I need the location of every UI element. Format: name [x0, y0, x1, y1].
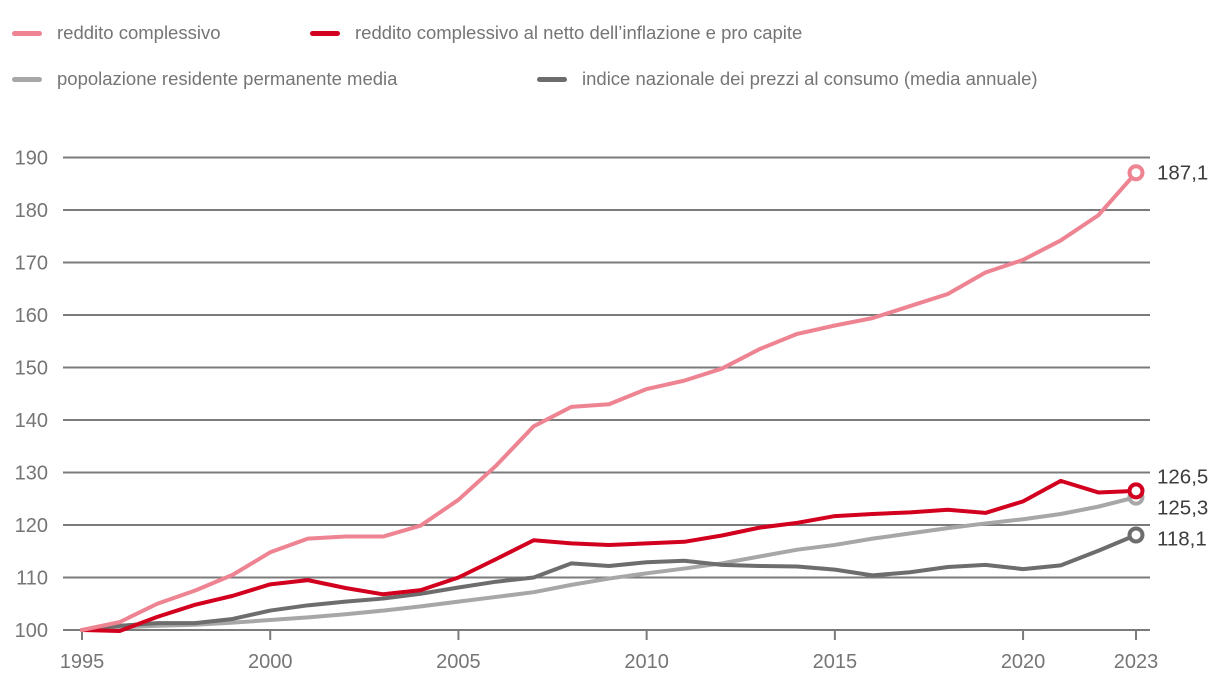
y-tick-label: 100	[15, 620, 48, 642]
legend-item-reddito-complessivo: reddito complessivo	[12, 21, 221, 45]
end-marker-reddito-complessivo	[1127, 164, 1145, 182]
legend-item-indice-prezzi: indice nazionale dei prezzi al consumo (…	[537, 67, 1038, 91]
x-tick-label: 2000	[248, 651, 293, 673]
x-tick-label: 2005	[436, 651, 481, 673]
x-tick-label: 2020	[1001, 651, 1046, 673]
end-value-label-indice-prezzi-consumo: 118,1	[1157, 528, 1207, 551]
y-tick-label: 190	[15, 148, 48, 170]
series-indice-prezzi-consumo	[80, 532, 1138, 632]
legend-label-popolazione: popolazione residente permanente media	[57, 68, 398, 89]
x-axis-labels: 1995 2000 2005 2010 2015 2020 2023	[60, 651, 1159, 673]
x-axis-ticks	[81, 630, 1137, 640]
series-reddito-netto-inflazione-pro-capite	[80, 478, 1138, 634]
y-tick-label: 110	[16, 568, 48, 590]
x-tick-label: 2023	[1114, 651, 1159, 673]
x-tick-label: 2010	[624, 651, 669, 673]
x-tick-label: 2015	[813, 651, 858, 673]
y-tick-label: 150	[15, 358, 48, 380]
legend-label-reddito-netto: reddito complessivo al netto dell’inflaz…	[355, 22, 803, 43]
y-tick-label: 160	[15, 305, 48, 327]
y-axis-labels: 100 110 120 130 140 150 160 170 180 190	[15, 148, 48, 643]
legend-label-indice-prezzi: indice nazionale dei prezzi al consumo (…	[582, 68, 1038, 89]
y-tick-label: 170	[15, 253, 48, 275]
end-marker-indice-prezzi-consumo	[1127, 526, 1145, 544]
y-tick-label: 130	[15, 463, 48, 485]
legend-swatch-reddito-complessivo-icon	[12, 30, 42, 36]
y-tick-label: 120	[15, 515, 48, 537]
legend-label-reddito-complessivo: reddito complessivo	[57, 22, 221, 43]
y-tick-label: 140	[15, 410, 48, 432]
end-value-label-popolazione-residente: 125,3	[1157, 497, 1208, 520]
end-marker-reddito-netto-inflazione-pro-capite	[1127, 482, 1145, 500]
legend-swatch-indice-prezzi-icon	[537, 76, 567, 82]
end-value-label-reddito-netto-inflazione-pro-capite: 126,5	[1157, 466, 1208, 489]
legend-swatch-reddito-netto-icon	[310, 30, 340, 36]
gridlines	[63, 156, 1150, 631]
series-popolazione-residente	[80, 495, 1138, 632]
end-value-label-reddito-complessivo: 187,1	[1157, 162, 1208, 185]
y-tick-label: 180	[15, 200, 48, 222]
end-value-labels: 187,1 126,5 125,3 118,1	[1157, 162, 1208, 551]
legend-item-popolazione: popolazione residente permanente media	[12, 67, 397, 91]
legend-item-reddito-netto: reddito complessivo al netto dell’inflaz…	[310, 21, 802, 45]
legend-swatch-popolazione-icon	[12, 76, 42, 82]
series-reddito-complessivo	[80, 170, 1138, 632]
x-tick-label: 1995	[60, 651, 105, 673]
